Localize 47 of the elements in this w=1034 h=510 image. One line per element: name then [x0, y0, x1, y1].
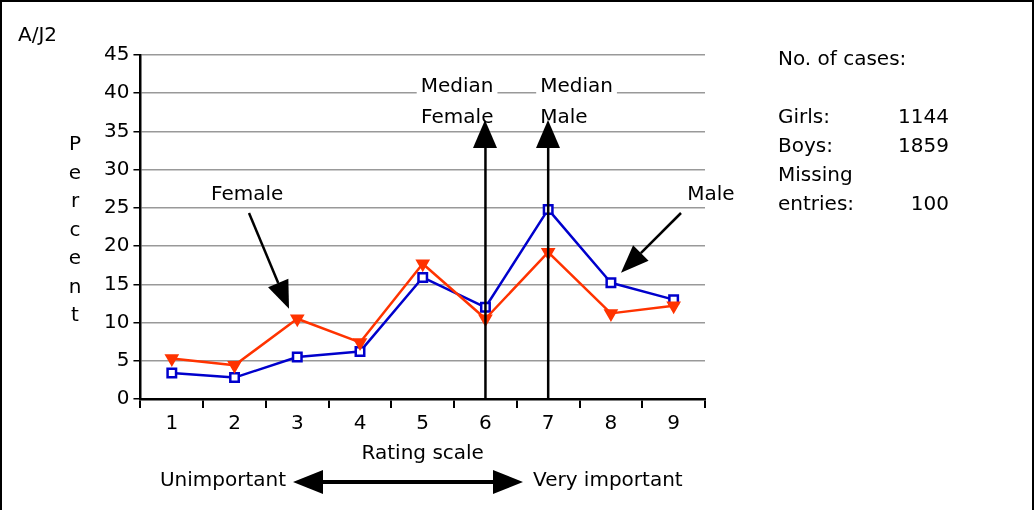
- text: 100: [909, 190, 949, 217]
- point: [291, 351, 303, 363]
- ref-line-label: Median Female: [420, 73, 494, 129]
- text: 1859: [898, 132, 949, 159]
- point: [229, 372, 241, 384]
- x-tick-label: 3: [290, 410, 304, 435]
- x-tick-label: 4: [353, 410, 367, 435]
- y-tick-label: 30: [104, 155, 130, 180]
- text: Very important: [533, 467, 683, 492]
- y-axis-title: Percent: [68, 131, 82, 327]
- text: Girls:: [778, 103, 831, 130]
- point: [290, 314, 304, 326]
- x-tick-label: 8: [604, 410, 618, 435]
- x-axis-title: Rating scale: [361, 440, 484, 465]
- point: [166, 367, 178, 379]
- y-tick-label: 10: [104, 308, 130, 333]
- text: Female: [211, 181, 284, 206]
- text: Male: [687, 181, 735, 206]
- point: [228, 361, 241, 373]
- y-tick-label: 15: [104, 270, 130, 295]
- y-tick-label: 20: [104, 232, 130, 257]
- x-tick-label: 2: [228, 410, 241, 435]
- y-tick-label: 0: [116, 385, 130, 410]
- point: [605, 277, 617, 289]
- text: A/J2: [18, 22, 58, 46]
- x-tick-label: 9: [667, 410, 680, 435]
- text: Boys:: [778, 132, 834, 159]
- text: Unimportant: [159, 467, 287, 492]
- x-tick-label: 6: [479, 410, 492, 435]
- point: [165, 354, 179, 366]
- y-tick-label: 40: [104, 79, 130, 104]
- point: [416, 259, 430, 271]
- x-tick-label: 1: [165, 410, 179, 435]
- point: [604, 309, 618, 321]
- point: [667, 301, 681, 313]
- y-tick-label: 35: [104, 117, 130, 142]
- text: Missing entries:: [778, 161, 856, 217]
- text: No. of cases:: [778, 45, 908, 72]
- y-tick-label: 25: [104, 194, 130, 219]
- y-tick-label: 5: [116, 346, 130, 371]
- point: [417, 271, 429, 283]
- x-tick-label: 7: [541, 410, 555, 435]
- text: 1144: [898, 103, 949, 130]
- point: [353, 338, 367, 350]
- x-tick-label: 5: [416, 410, 430, 435]
- y-tick-label: 45: [104, 41, 130, 66]
- ref-line-label: Median Male: [540, 73, 613, 129]
